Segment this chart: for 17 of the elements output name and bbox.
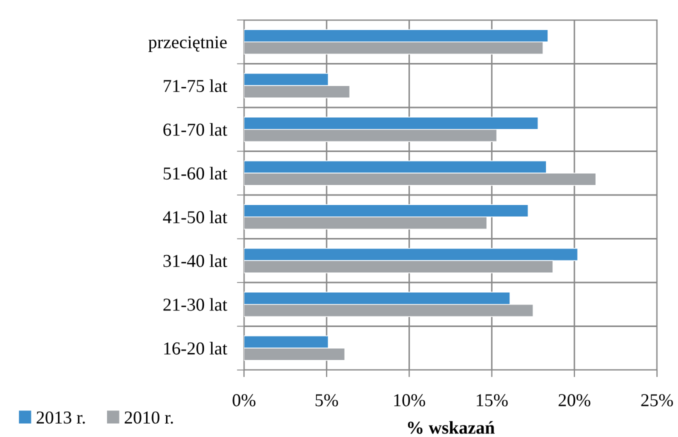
y-tick-label: 61-70 lat — [163, 123, 228, 136]
y-tick-label: 51-60 lat — [164, 166, 228, 180]
y-tick-label: 71-75 lat — [164, 79, 228, 92]
x-tick-label: 25% — [641, 394, 673, 406]
y-tick-label: przeciętnie — [148, 36, 227, 52]
x-tick-label: 20% — [558, 394, 590, 406]
legend-label: 2010 r. — [124, 411, 173, 424]
x-tick-label: 0% — [232, 394, 256, 406]
x-tick-label: 5% — [316, 394, 338, 406]
y-tick-label: 21-30 lat — [163, 298, 228, 311]
y-tick-label: 41-50 lat — [163, 210, 228, 224]
y-tick-label: 31-40 lat — [164, 254, 228, 268]
legend-label: 2013 r. — [36, 411, 85, 424]
y-tick-label: 16-20 lat — [164, 342, 228, 355]
x-tick-label: 15% — [476, 394, 508, 406]
x-axis-title: % wskazań — [408, 421, 495, 434]
x-tick-label: 10% — [394, 394, 426, 406]
